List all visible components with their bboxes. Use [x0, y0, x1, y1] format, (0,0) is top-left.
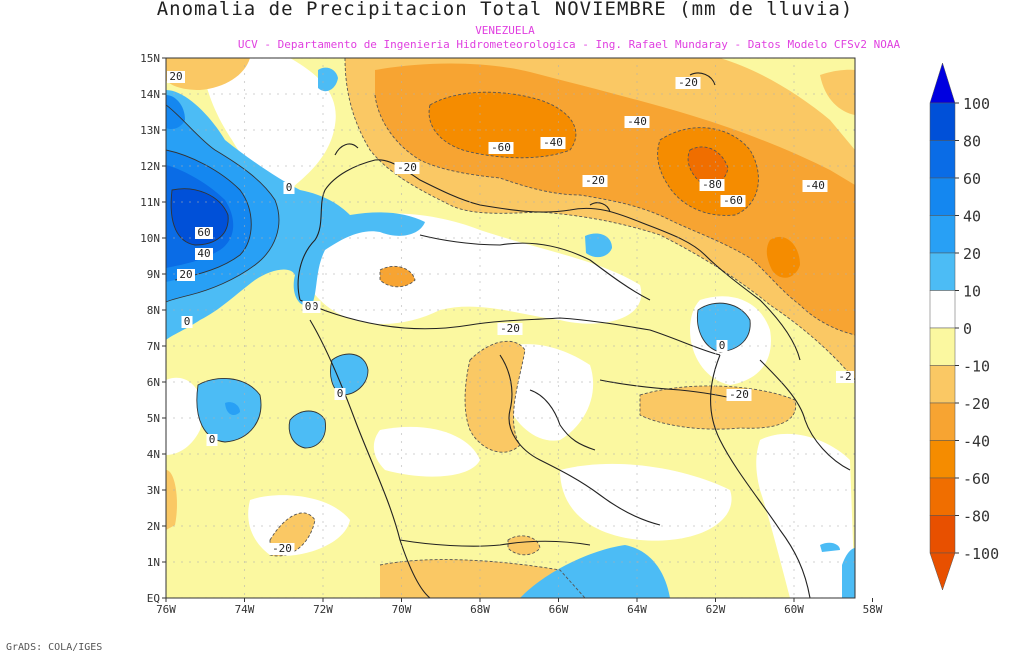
contour-label: 0 [286, 181, 293, 194]
contour-label: -80 [702, 178, 722, 191]
colorbar-segment [929, 327, 956, 366]
lon-label: 68W [470, 603, 490, 616]
lat-label: 13N [140, 124, 160, 137]
contour-label: -20 [397, 161, 417, 174]
contour-label: 0 [305, 300, 312, 313]
lon-label: 66W [549, 603, 569, 616]
colorbar-segment [929, 365, 956, 404]
contour-label: 0 [184, 315, 191, 328]
contour-label: -20 [678, 76, 698, 89]
lat-label: 1N [147, 556, 160, 569]
lon-label: 76W [156, 603, 176, 616]
contour-label: -60 [491, 141, 511, 154]
contour-label: 0 [209, 433, 216, 446]
contour-label: -40 [627, 115, 647, 128]
colorbar-label: -40 [963, 433, 990, 451]
source-label: UCV - Departamento de Ingenieria Hidrome… [237, 38, 901, 51]
country-borders [297, 72, 851, 598]
contour-label: -40 [543, 136, 563, 149]
colorbar-label: -60 [963, 470, 990, 488]
lon-label: 64W [627, 603, 647, 616]
contour-label: 0 [312, 300, 319, 313]
colorbar-segment [929, 177, 956, 216]
colorbar-label: 100 [963, 95, 990, 113]
contour-label: 0 [719, 339, 726, 352]
contour-label: 40 [197, 247, 210, 260]
colorbar-bottom-arrow [929, 552, 956, 591]
lat-label: 8N [147, 304, 160, 317]
lon-label: 74W [235, 603, 255, 616]
colorbar-label: 20 [963, 245, 981, 263]
contour-label: -2 [838, 370, 851, 383]
colorbar-segment [929, 477, 956, 516]
colorbar-label: -80 [963, 508, 990, 526]
lat-label: 12N [140, 160, 160, 173]
lat-label: 3N [147, 484, 160, 497]
contour-label: 0 [337, 387, 344, 400]
colorbar-label: 40 [963, 208, 981, 226]
grid-dots [166, 58, 855, 598]
contour-label: -40 [805, 179, 825, 192]
lat-label: EQ [147, 592, 160, 605]
map-frame [165, 57, 856, 599]
contour-label: 60 [197, 226, 210, 239]
contour-label: 20 [169, 70, 182, 83]
anomaly-map: 15N 14N 13N 12N 11N 10N 9N 8N 7N 6N 5N 4N 3N 2N 1N EQ 7… [140, 52, 999, 616]
colorbar-segment [929, 140, 956, 179]
lat-label: 9N [147, 268, 160, 281]
colorbar-segment [929, 515, 956, 554]
colorbar-segment [929, 215, 956, 254]
lat-label: 10N [140, 232, 160, 245]
contour-label: -20 [272, 542, 292, 555]
colorbar-segment [929, 290, 956, 329]
colorbar-segment [929, 440, 956, 479]
lat-label: 7N [147, 340, 160, 353]
lon-label: 70W [392, 603, 412, 616]
lat-label: 6N [147, 376, 160, 389]
region-label: VENEZUELA [475, 24, 535, 37]
colorbar-label: -10 [963, 358, 990, 376]
colorbar-segment [929, 102, 956, 141]
lat-label: 4N [147, 448, 160, 461]
lon-label: 62W [706, 603, 726, 616]
longitude-labels: 76W 74W 72W 70W 68W 66W 64W 62W 60W 58W [156, 598, 883, 616]
lon-label: 60W [784, 603, 804, 616]
colorbar-label: -20 [963, 395, 990, 413]
map-title: Anomalia de Precipitacion Total NOVIEMBR… [156, 0, 854, 20]
lat-label: 11N [140, 196, 160, 209]
contour-label: -20 [729, 388, 749, 401]
contour-label: -20 [585, 174, 605, 187]
colorbar-top-arrow [929, 62, 956, 104]
colorbar-segment [929, 252, 956, 291]
colorbar-label: 60 [963, 170, 981, 188]
contour-label: -20 [500, 322, 520, 335]
colorbar-label: -100 [963, 545, 999, 563]
lat-label: 14N [140, 88, 160, 101]
colorbar-label: 80 [963, 133, 981, 151]
lon-label: 72W [313, 603, 333, 616]
colorbar-label: 10 [963, 283, 981, 301]
contour-label: 20 [179, 268, 192, 281]
lat-label: 5N [147, 412, 160, 425]
latitude-labels: 15N 14N 13N 12N 11N 10N 9N 8N 7N 6N 5N 4N 3N 2N 1N EQ [140, 52, 166, 605]
lat-label: 2N [147, 520, 160, 533]
contour-label: -60 [723, 194, 743, 207]
map-field [166, 58, 855, 598]
lon-label: 58W [863, 603, 883, 616]
colorbar-segment [929, 402, 956, 441]
colorbar-label: 0 [963, 320, 972, 338]
grads-credit: GrADS: COLA/IGES [6, 642, 103, 653]
lat-label: 15N [140, 52, 160, 65]
